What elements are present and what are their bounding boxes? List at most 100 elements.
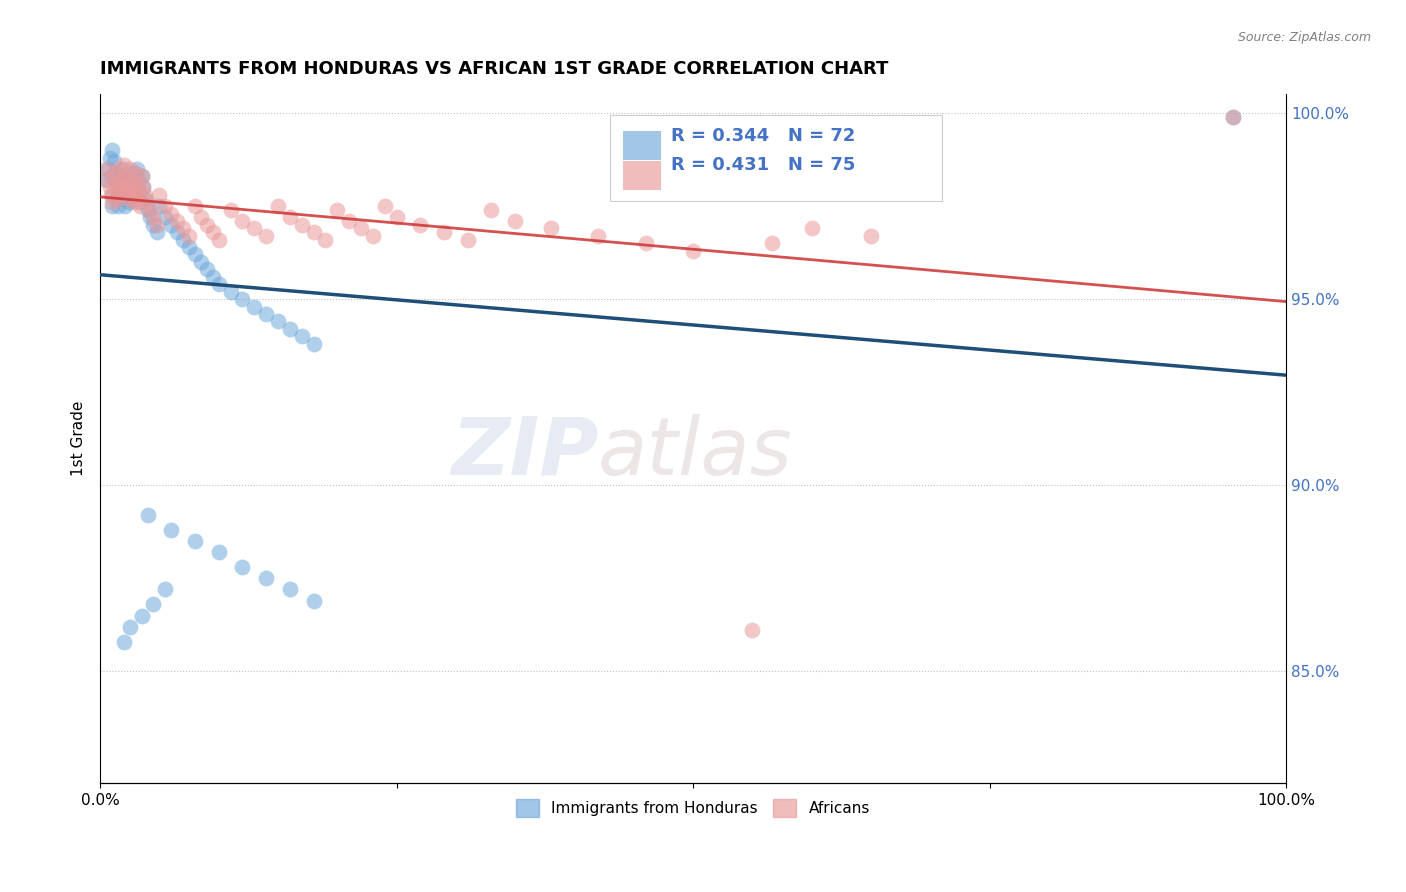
Text: atlas: atlas: [598, 414, 793, 491]
Point: [166, 214, 188, 228]
Point: [122, 165, 145, 179]
Point: [112, 634, 135, 648]
Point: [136, 508, 159, 522]
Point: [107, 199, 129, 213]
Point: [859, 228, 882, 243]
Point: [337, 214, 360, 228]
Point: [120, 173, 142, 187]
Point: [195, 218, 218, 232]
Point: [139, 211, 162, 225]
Point: [481, 202, 503, 217]
Text: IMMIGRANTS FROM HONDURAS VS AFRICAN 1ST GRADE CORRELATION CHART: IMMIGRANTS FROM HONDURAS VS AFRICAN 1ST …: [100, 60, 889, 78]
Point: [98, 151, 121, 165]
Point: [761, 236, 783, 251]
Point: [101, 143, 124, 157]
Legend: Immigrants from Honduras, Africans: Immigrants from Honduras, Africans: [510, 793, 876, 823]
Point: [208, 545, 231, 559]
Point: [190, 255, 212, 269]
Point: [117, 184, 139, 198]
Point: [142, 211, 165, 225]
Point: [361, 228, 384, 243]
Point: [184, 247, 207, 261]
Point: [634, 236, 657, 251]
Point: [682, 244, 704, 258]
Point: [155, 582, 177, 597]
Point: [146, 218, 169, 232]
Point: [243, 221, 266, 235]
Point: [302, 593, 325, 607]
Point: [103, 165, 125, 179]
Point: [101, 199, 124, 213]
Point: [118, 169, 141, 184]
Y-axis label: 1st Grade: 1st Grade: [72, 401, 86, 476]
Point: [326, 202, 349, 217]
Point: [267, 314, 290, 328]
Point: [128, 192, 150, 206]
Point: [278, 582, 301, 597]
Point: [108, 161, 131, 176]
Point: [1222, 110, 1244, 124]
Point: [540, 221, 562, 235]
Point: [129, 195, 152, 210]
Text: R = 0.431   N = 75: R = 0.431 N = 75: [671, 156, 855, 174]
Point: [190, 211, 212, 225]
Point: [125, 177, 148, 191]
Point: [503, 214, 526, 228]
Point: [110, 192, 132, 206]
Point: [132, 180, 155, 194]
Point: [231, 292, 253, 306]
Point: [201, 225, 224, 239]
Point: [110, 173, 132, 187]
Point: [177, 240, 200, 254]
Point: [166, 225, 188, 239]
Point: [97, 161, 120, 176]
Point: [586, 228, 609, 243]
Point: [160, 206, 183, 220]
Point: [101, 188, 124, 202]
Point: [115, 177, 138, 191]
Point: [374, 199, 396, 213]
Point: [254, 571, 277, 585]
Point: [231, 560, 253, 574]
Point: [124, 195, 146, 210]
Point: [117, 195, 139, 210]
Point: [278, 322, 301, 336]
Point: [118, 161, 141, 176]
Point: [314, 233, 336, 247]
Point: [103, 154, 125, 169]
Point: [278, 211, 301, 225]
Point: [457, 233, 479, 247]
Point: [122, 188, 145, 202]
Point: [134, 192, 156, 206]
Point: [146, 225, 169, 239]
Text: ZIP: ZIP: [451, 414, 598, 491]
Point: [177, 228, 200, 243]
Point: [142, 598, 165, 612]
Point: [302, 225, 325, 239]
Point: [112, 188, 135, 202]
Point: [208, 277, 231, 292]
Point: [201, 269, 224, 284]
Point: [114, 199, 136, 213]
Point: [231, 214, 253, 228]
Point: [94, 173, 117, 187]
Point: [243, 300, 266, 314]
Point: [195, 262, 218, 277]
Point: [112, 158, 135, 172]
Point: [105, 184, 128, 198]
Point: [118, 620, 141, 634]
Point: [105, 177, 128, 191]
Point: [107, 192, 129, 206]
Point: [155, 211, 177, 225]
Text: R = 0.344   N = 72: R = 0.344 N = 72: [671, 127, 855, 145]
Point: [111, 161, 134, 176]
Point: [291, 218, 314, 232]
Point: [267, 199, 290, 213]
Point: [94, 161, 117, 176]
Point: [800, 221, 823, 235]
Point: [100, 169, 122, 184]
Point: [385, 211, 408, 225]
Point: [128, 184, 150, 198]
Point: [125, 161, 148, 176]
Point: [409, 218, 432, 232]
